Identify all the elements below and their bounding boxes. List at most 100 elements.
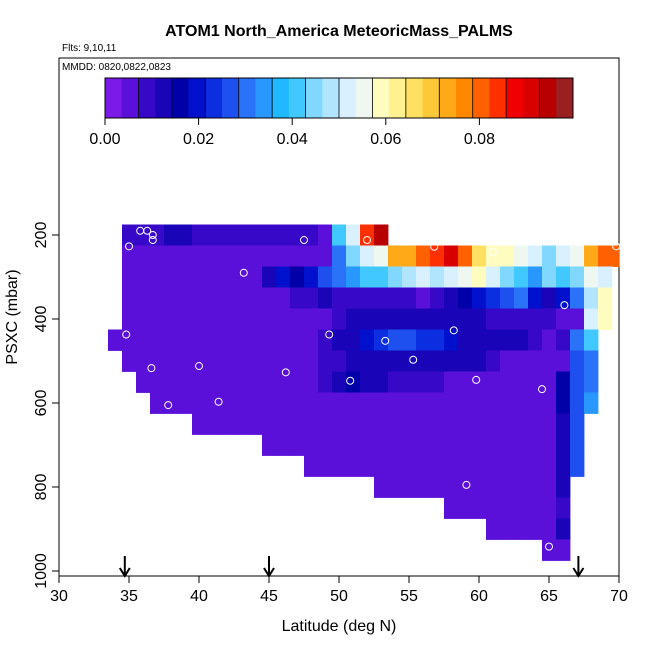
heatmap-cell	[318, 434, 333, 456]
heatmap-cell	[360, 245, 375, 267]
data-point	[125, 242, 133, 251]
heatmap-cell	[416, 392, 431, 414]
heatmap-cell	[164, 224, 179, 246]
heatmap-cell	[472, 434, 487, 456]
heatmap-cell	[164, 371, 179, 393]
heatmap-cell	[122, 350, 137, 372]
heatmap-cell	[346, 329, 361, 351]
data-points	[122, 226, 621, 551]
heatmap-cell	[514, 518, 529, 540]
colorbar-swatch	[405, 78, 423, 118]
heatmap-cell	[360, 413, 375, 435]
colorbar-tick-label: 0.04	[277, 131, 308, 148]
heatmap-cell	[220, 245, 235, 267]
heatmap-cell	[178, 392, 193, 414]
heatmap-cell	[500, 329, 515, 351]
heatmap-cell	[318, 350, 333, 372]
heatmap-cell	[304, 266, 319, 288]
x-tick-label: 45	[260, 588, 278, 605]
heatmap-cell	[486, 497, 501, 519]
heatmap-cell	[402, 308, 417, 330]
data-point	[409, 355, 418, 364]
heatmap-cell	[472, 350, 487, 372]
heatmap-cell	[346, 350, 361, 372]
heatmap-cell	[178, 371, 193, 393]
colorbar-swatch	[138, 78, 156, 118]
heatmap-cell	[150, 266, 165, 288]
heatmap-cell	[374, 224, 389, 246]
heatmap-cell	[346, 308, 361, 330]
heatmap-cell	[360, 392, 375, 414]
heatmap-cell	[192, 224, 207, 246]
colorbar-swatch	[171, 78, 189, 118]
heatmap-cell	[388, 476, 403, 498]
colorbar-ticks: 0.00 0.02 0.04 0.06 0.08	[89, 118, 495, 148]
heatmap-cell	[276, 434, 291, 456]
heatmap-cell	[402, 455, 417, 477]
colorbar-swatch	[272, 78, 290, 118]
heatmap-cell	[136, 287, 151, 309]
heatmap-cell	[332, 455, 347, 477]
heatmap-cell	[402, 287, 417, 309]
heatmap-cell	[472, 413, 487, 435]
heatmap-cell	[458, 455, 473, 477]
y-tick-label: 800	[33, 474, 50, 501]
heatmap-cell	[122, 245, 137, 267]
heatmap-cell	[332, 287, 347, 309]
heatmap-cell	[318, 371, 333, 393]
heatmap-cell	[332, 245, 347, 267]
colorbar-swatch	[255, 78, 273, 118]
heatmap-cell	[206, 413, 221, 435]
heatmap-cell	[542, 518, 557, 540]
heatmap-cell	[248, 224, 263, 246]
heatmap-cell	[402, 266, 417, 288]
heatmap-cell	[444, 245, 459, 267]
heatmap-cell	[570, 329, 585, 351]
heatmap-cell	[500, 308, 515, 330]
data-point	[363, 236, 371, 245]
data-point	[239, 268, 248, 277]
heatmap-cell	[290, 413, 305, 435]
heatmap-cell	[150, 245, 165, 267]
heatmap-cell	[234, 266, 249, 288]
heatmap-cell	[234, 371, 249, 393]
data-point	[143, 226, 152, 235]
heatmap-cell	[318, 329, 333, 351]
heatmap-cell	[458, 371, 473, 393]
heatmap-cell	[248, 392, 263, 414]
heatmap-cell	[220, 350, 235, 372]
heatmap-cell	[248, 371, 263, 393]
heatmap-cell	[388, 329, 403, 351]
heatmap-cell	[388, 413, 403, 435]
heatmap-cell	[374, 476, 389, 498]
heatmap-cell	[486, 329, 501, 351]
heatmap-cell	[332, 392, 347, 414]
heatmap-cell	[248, 329, 263, 351]
data-point	[122, 330, 131, 339]
heatmap-cell	[150, 392, 165, 414]
heatmap-cell	[542, 392, 557, 414]
heatmap-cell	[416, 455, 431, 477]
heatmap-cell	[192, 308, 207, 330]
data-point	[148, 236, 157, 245]
heatmap-cell	[332, 224, 347, 246]
heatmap-cell	[206, 266, 221, 288]
heatmap-cell	[388, 350, 403, 372]
heatmap-cell	[304, 329, 319, 351]
heatmap-cell	[346, 224, 361, 246]
heatmap-cell	[234, 392, 249, 414]
colorbar-swatch	[506, 78, 524, 118]
heatmap-cell	[164, 266, 179, 288]
heatmap-cell	[514, 497, 529, 519]
heatmap-cell	[444, 476, 459, 498]
heatmap-cell	[374, 434, 389, 456]
heatmap-cell	[500, 413, 515, 435]
heatmap-cell	[178, 266, 193, 288]
heatmap-cell	[430, 329, 445, 351]
heatmap-cell	[374, 266, 389, 288]
heatmap-cell	[500, 476, 515, 498]
heatmap-cell	[444, 350, 459, 372]
colorbar-swatch	[539, 78, 557, 118]
heatmap-cell	[514, 455, 529, 477]
heatmap-cell	[584, 329, 599, 351]
